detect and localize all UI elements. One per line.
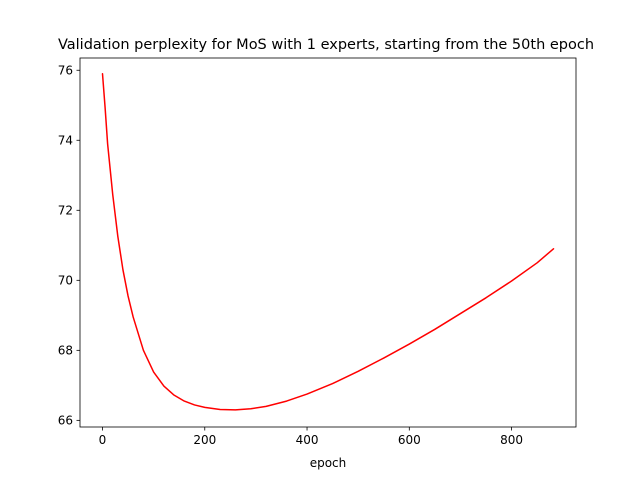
x-tick-label: 0 <box>99 433 107 447</box>
x-tick-label: 200 <box>193 433 216 447</box>
y-tick-label: 72 <box>58 203 73 217</box>
y-tick-label: 74 <box>58 133 73 147</box>
y-tick-label: 70 <box>58 273 73 287</box>
y-tick-label: 76 <box>58 63 73 77</box>
x-tick-label: 400 <box>296 433 319 447</box>
plot-frame <box>79 57 577 428</box>
series-line <box>101 73 555 411</box>
plot-area <box>101 73 555 411</box>
y-axis: 66 68 70 72 74 76 <box>58 63 80 427</box>
x-tick-label: 600 <box>398 433 421 447</box>
x-tick-label: 800 <box>500 433 523 447</box>
y-tick-label: 66 <box>58 413 73 427</box>
chart-title: Validation perplexity for MoS with 1 exp… <box>58 37 594 53</box>
x-axis: 0 200 400 600 800 <box>99 427 523 447</box>
y-tick-label: 68 <box>58 343 73 357</box>
x-axis-label: epoch <box>310 456 347 470</box>
